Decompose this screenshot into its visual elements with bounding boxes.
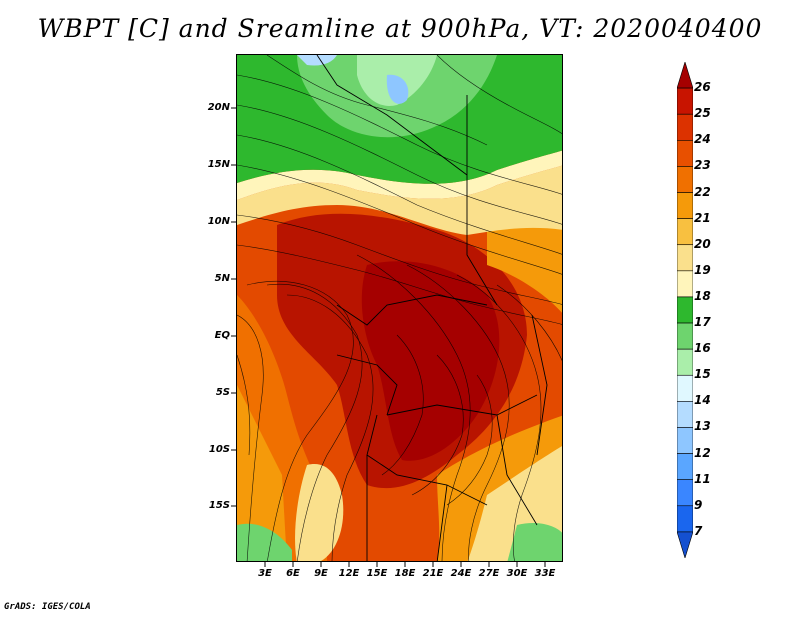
colorbar-label: 17 bbox=[694, 315, 711, 330]
colorbar-label: 13 bbox=[694, 419, 711, 434]
wbpt-se-16 bbox=[507, 523, 562, 561]
colorbar-swatch bbox=[677, 192, 693, 219]
lon-label-30e: 30E bbox=[506, 568, 528, 579]
wbpt-ne-21 bbox=[487, 219, 562, 313]
colorbar-label: 9 bbox=[694, 497, 703, 512]
lat-label-10n: 10N bbox=[207, 216, 230, 227]
colorbar-swatch bbox=[677, 479, 693, 507]
colorbar-swatch bbox=[677, 427, 693, 454]
colorbar-swatch bbox=[677, 505, 693, 533]
country-borders bbox=[316, 55, 548, 561]
colorbar-swatch bbox=[677, 296, 693, 324]
colorbar-label: 24 bbox=[694, 132, 711, 147]
colorbar-swatch bbox=[677, 140, 693, 167]
colorbar-swatch bbox=[677, 244, 693, 272]
wbpt-north-13 bbox=[297, 55, 337, 66]
colorbar-label: 26 bbox=[694, 80, 711, 95]
wbpt-north-19 bbox=[237, 165, 562, 235]
colorbar-swatch bbox=[677, 62, 693, 89]
lon-label-33e: 33E bbox=[534, 568, 556, 579]
colorbar-label: 14 bbox=[694, 393, 711, 408]
map-panel bbox=[236, 54, 563, 562]
colorbar-label: 22 bbox=[694, 184, 711, 199]
colorbar-label: 16 bbox=[694, 341, 711, 356]
colorbar-swatch bbox=[677, 348, 693, 376]
wbpt-sw-19 bbox=[295, 464, 344, 561]
colorbar-swatch bbox=[677, 218, 693, 246]
wbpt-north-12 bbox=[386, 74, 409, 104]
colorbar-label: 12 bbox=[694, 445, 711, 460]
colorbar-label: 7 bbox=[694, 523, 703, 538]
colorbar-swatch bbox=[677, 401, 693, 428]
colorbar-label: 20 bbox=[694, 236, 711, 251]
colorbar-swatch bbox=[677, 113, 693, 141]
wbpt-north-18 bbox=[237, 150, 562, 200]
colorbar-label: 15 bbox=[694, 367, 711, 382]
lon-label-27e: 27E bbox=[478, 568, 500, 579]
wbpt-sw-16 bbox=[237, 523, 292, 561]
lon-label-24e: 24E bbox=[450, 568, 472, 579]
chart-title: WBPT [C] and Sreamline at 900hPa, VT: 20… bbox=[37, 14, 763, 43]
colorbar-label: 19 bbox=[694, 262, 711, 277]
lon-label-3e: 3E bbox=[258, 568, 272, 579]
lat-label-eq: EQ bbox=[214, 330, 230, 341]
colorbar-label: 21 bbox=[694, 210, 711, 225]
colorbar-swatch bbox=[677, 322, 693, 350]
lat-label-5n: 5N bbox=[214, 273, 230, 284]
lon-label-18e: 18E bbox=[394, 568, 416, 579]
colorbar-swatch bbox=[677, 270, 693, 298]
colorbar-label: 23 bbox=[694, 158, 711, 173]
colorbar-swatch bbox=[677, 87, 693, 115]
colorbar bbox=[677, 62, 693, 558]
lat-label-15s: 15S bbox=[208, 500, 230, 511]
streamlines bbox=[237, 55, 562, 561]
lon-label-15e: 15E bbox=[366, 568, 388, 579]
lon-label-9e: 9E bbox=[314, 568, 328, 579]
colorbar-swatch bbox=[677, 166, 693, 193]
colorbar-label: 25 bbox=[694, 106, 711, 121]
lat-label-5s: 5S bbox=[215, 387, 230, 398]
lat-label-10s: 10S bbox=[208, 444, 230, 455]
colorbar-swatch bbox=[677, 374, 693, 402]
lat-label-20n: 20N bbox=[207, 102, 230, 113]
wbpt-west-21 bbox=[237, 385, 287, 561]
lat-label-15n: 15N bbox=[207, 159, 230, 170]
grads-credit: GrADS: IGES/COLA bbox=[4, 602, 91, 612]
lon-label-21e: 21E bbox=[422, 568, 444, 579]
colorbar-swatch bbox=[677, 453, 693, 480]
lon-label-12e: 12E bbox=[338, 568, 360, 579]
colorbar-swatch bbox=[677, 531, 693, 558]
map-svg bbox=[237, 55, 562, 561]
colorbar-label: 11 bbox=[694, 471, 711, 486]
colorbar-label: 18 bbox=[694, 288, 711, 303]
lon-label-6e: 6E bbox=[286, 568, 300, 579]
wbpt-core-26 bbox=[361, 261, 500, 461]
